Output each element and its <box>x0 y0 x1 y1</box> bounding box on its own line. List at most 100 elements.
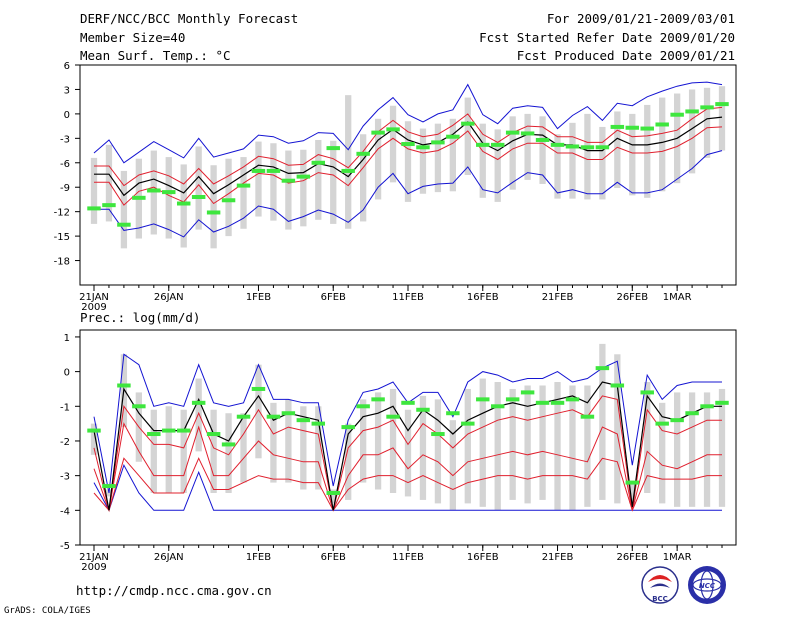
grads-credit: GrADS: COLA/IGES <box>4 606 91 616</box>
temperature-y-tick-label: 3 <box>64 85 70 96</box>
precipitation-ensemble-box <box>255 364 262 459</box>
temperature-obs-marker <box>386 127 400 132</box>
precipitation-obs-marker <box>221 442 236 447</box>
precipitation-ensemble-box <box>360 399 367 483</box>
temperature-x-tick-label: 1MAR <box>663 292 692 303</box>
temperature-y-tick-label: 0 <box>64 110 70 121</box>
member-size: Member Size=40 <box>80 30 186 45</box>
precipitation-ensemble-box <box>524 385 531 504</box>
precipitation-obs-marker <box>520 390 535 395</box>
temperature-ensemble-box <box>524 113 531 180</box>
temperature-obs-marker <box>520 131 535 136</box>
temperature-ensemble-box <box>330 140 337 224</box>
temperature-ensemble-box <box>614 111 621 189</box>
temperature-obs-marker <box>147 188 161 193</box>
precipitation-obs-marker <box>655 421 669 426</box>
temperature-ensemble-box <box>659 97 666 192</box>
source-url[interactable]: http://cmdp.ncc.cma.gov.cn <box>76 583 272 598</box>
precipitation-ensemble-box <box>345 423 352 500</box>
temperature-ensemble-box <box>225 158 232 237</box>
precipitation-ensemble-box <box>703 392 711 507</box>
temperature-obs-marker <box>281 178 296 183</box>
precipitation-lower2-line <box>93 422 722 513</box>
temperature-ensemble-box <box>210 165 217 249</box>
temperature-ensemble-box <box>285 150 292 230</box>
temperature-obs-marker <box>535 137 550 142</box>
temperature-obs-marker <box>431 140 445 145</box>
precipitation-obs-marker <box>565 397 580 402</box>
temperature-obs-marker <box>580 145 595 150</box>
precipitation-obs-marker <box>476 397 490 402</box>
temperature-max-line <box>93 81 723 164</box>
temperature-obs-marker <box>296 174 311 179</box>
temperature-ensemble-box <box>494 129 501 202</box>
temperature-min-line <box>94 150 723 238</box>
precipitation-ensemble-box <box>569 385 576 511</box>
precipitation-obs-marker <box>311 421 326 426</box>
precipitation-obs-marker <box>625 480 640 485</box>
precipitation-obs-marker <box>132 404 146 409</box>
temperature-obs-marker <box>132 195 146 200</box>
precipitation-ensemble-box <box>225 413 232 493</box>
temperature-obs-marker <box>461 121 475 126</box>
temperature-y-tick-label: -6 <box>60 159 70 170</box>
temperature-ensemble-box <box>509 116 516 190</box>
precipitation-ensemble-box <box>494 382 501 511</box>
temperature-x-tick-label: 26JAN <box>154 292 184 303</box>
precipitation-obs-marker <box>251 386 266 391</box>
temperature-ensemble-box <box>374 118 382 200</box>
precipitation-x-tick-label: 11FEB <box>392 552 424 563</box>
precipitation-y-tick-label: -3 <box>60 472 70 483</box>
temperature-upper-spread-line <box>94 106 723 187</box>
precipitation-obs-marker <box>266 414 281 419</box>
temperature-ensemble-box <box>599 126 606 200</box>
temperature-obs-marker <box>490 142 505 147</box>
temperature-ensemble-box <box>449 118 456 192</box>
precipitation-ensemble-box <box>404 409 412 497</box>
precipitation-ensemble-box <box>330 489 337 504</box>
temperature-obs-marker <box>356 151 370 156</box>
precipitation-obs-marker <box>580 414 595 419</box>
precipitation-ensemble-box <box>165 406 172 493</box>
temperature-ensemble-box <box>644 104 651 198</box>
temperature-ensemble-box <box>404 121 412 202</box>
temperature-obs-marker <box>311 160 326 165</box>
temperature-obs-marker <box>162 190 176 195</box>
temperature-ensemble-box <box>195 146 202 230</box>
temperature-x-tick-label: 11FEB <box>392 292 424 303</box>
precipitation-min-line <box>93 463 722 512</box>
temperature-obs-marker <box>595 145 610 150</box>
temperature-ensemble-box <box>479 123 486 198</box>
temperature-ensemble-box <box>539 116 546 184</box>
temperature-ensemble-box <box>360 134 367 222</box>
precipitation-ensemble-box <box>270 402 277 483</box>
forecast-produced-date: Fcst Produced Date 2009/01/21 <box>516 48 735 63</box>
temperature-ensemble-box <box>464 97 471 175</box>
temperature-ensemble-box <box>554 134 561 199</box>
temperature-ensemble-box <box>584 113 591 200</box>
precipitation-x-tick-label: 6FEB <box>321 552 346 563</box>
temperature-x-tick-label: 26FEB <box>616 292 648 303</box>
temperature-obs-marker <box>341 168 355 173</box>
temperature-obs-marker <box>610 124 625 129</box>
precipitation-ensemble-box <box>479 378 486 507</box>
temperature-obs-marker <box>670 112 684 117</box>
precipitation-ensemble-box <box>554 382 561 511</box>
precipitation-ensemble-box <box>374 392 382 490</box>
precipitation-obs-marker <box>401 400 415 405</box>
temperature-y-tick-label: -9 <box>60 183 70 194</box>
precipitation-ensemble-box <box>195 378 202 452</box>
temperature-obs-marker <box>550 142 565 147</box>
precipitation-ensemble-box <box>644 382 651 493</box>
temperature-ensemble-box <box>255 141 262 217</box>
precipitation-ensemble-box <box>389 388 397 493</box>
precipitation-x-tick-label: 26JAN <box>154 552 184 563</box>
precipitation-obs-marker <box>431 432 445 437</box>
temperature-ensemble-box <box>688 89 696 174</box>
temperature-obs-marker <box>700 105 714 110</box>
precipitation-obs-marker <box>700 404 714 409</box>
precipitation-obs-marker <box>490 404 505 409</box>
precipitation-obs-marker <box>640 390 654 395</box>
precipitation-x-tick-label: 1FEB <box>246 552 271 563</box>
